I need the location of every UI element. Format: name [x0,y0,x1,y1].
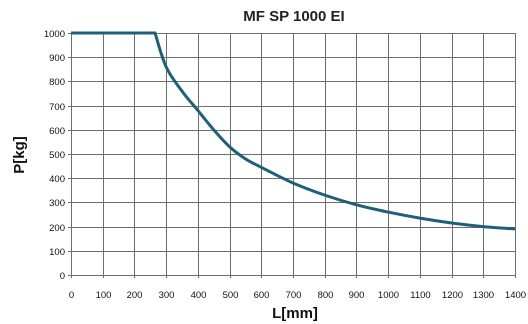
y-tick-label: 300 [49,198,65,209]
y-tick-label: 100 [49,247,65,258]
y-axis-label: P[kg] [11,136,28,174]
y-tick-labels: 0 100 200 300 400 500 600 700 800 900 1000 [44,29,65,282]
data-point [355,204,357,206]
x-tick-label: 500 [223,290,239,301]
x-tick-label: 400 [191,290,207,301]
x-tick-label: 600 [254,290,270,301]
y-tick-label: 0 [60,271,65,282]
grid [68,33,516,278]
y-tick-label: 1000 [44,29,65,40]
data-point [292,182,294,184]
data-point [154,32,156,34]
data-point [387,211,389,213]
x-tick-label: 800 [318,290,334,301]
data-point [419,217,421,219]
x-tick-label: 200 [127,290,143,301]
data-point [482,225,484,227]
data-point [197,109,199,111]
x-tick-labels: 0 100 200 300 400 500 600 700 800 900 1000 1100 1200… [69,290,526,301]
data-point [133,32,135,34]
y-tick-label: 500 [49,150,65,161]
x-tick-label: 900 [349,290,365,301]
data-point [324,194,326,196]
data-point [260,166,262,168]
y-tick-label: 200 [49,223,65,234]
y-tick-label: 900 [49,53,65,64]
data-point [213,129,215,131]
series-layer [70,31,516,231]
x-tick-label: 700 [286,290,302,301]
data-point [165,66,167,68]
x-tick-label: 1400 [505,290,526,301]
x-tick-label: 1200 [442,290,463,301]
x-tick-label: 1100 [410,290,430,301]
x-tick-label: 1300 [473,290,494,301]
y-tick-label: 400 [49,174,65,185]
data-point [181,90,183,92]
x-axis-label: L[mm] [272,305,318,322]
data-point [450,222,452,224]
series-line-0 [71,31,516,231]
data-point [514,228,516,230]
x-tick-label: 100 [96,290,112,301]
x-tick-label: 0 [69,290,74,301]
x-tick-label: 1000 [378,290,399,301]
x-tick-label: 300 [159,290,175,301]
data-point [102,32,104,34]
data-point [244,158,246,160]
y-tick-label: 800 [49,77,65,88]
chart-title: MF SP 1000 EI [243,8,344,25]
y-tick-label: 600 [49,126,65,137]
y-tick-label: 700 [49,102,65,113]
data-point [228,146,230,148]
data-point [70,32,72,34]
